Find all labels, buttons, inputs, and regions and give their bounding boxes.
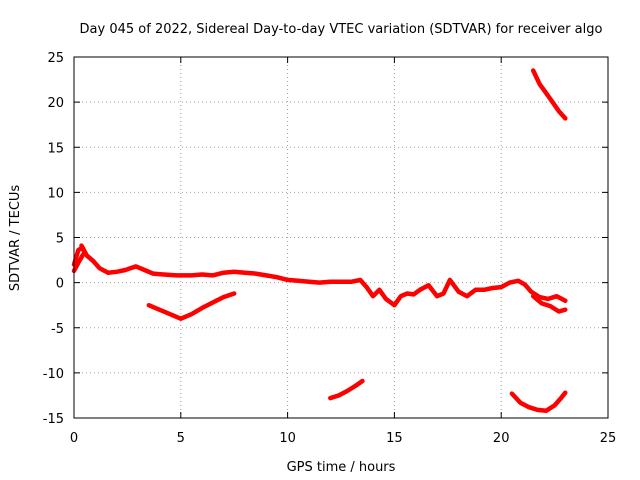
series-branch-low bbox=[530, 293, 568, 314]
x-tick-label: 20 bbox=[493, 431, 510, 446]
x-axis-label: GPS time / hours bbox=[287, 460, 396, 475]
axis-ticks: 0 5 10 15 20 25 -15 -10 -5 0 5 10 15 20 25 bbox=[43, 51, 617, 446]
y-tick-label: 10 bbox=[47, 186, 64, 201]
y-tick-label: 15 bbox=[47, 141, 64, 156]
x-tick-label: 0 bbox=[70, 431, 78, 446]
series-layer bbox=[71, 68, 568, 414]
series-mid-neg bbox=[328, 378, 365, 401]
x-tick-label: 25 bbox=[600, 431, 617, 446]
series-early-bump bbox=[71, 243, 87, 274]
series-late-high bbox=[530, 68, 568, 121]
y-tick-label: -15 bbox=[43, 412, 64, 427]
series-main bbox=[71, 245, 568, 308]
series-dip bbox=[146, 291, 237, 321]
x-tick-label: 10 bbox=[279, 431, 296, 446]
y-tick-label: -10 bbox=[43, 367, 64, 382]
series-late-neg bbox=[509, 390, 568, 414]
y-tick-label: 20 bbox=[47, 96, 64, 111]
chart-title: Day 045 of 2022, Sidereal Day-to-day VTE… bbox=[80, 22, 603, 37]
y-axis-label: SDTVAR / TECUs bbox=[8, 185, 23, 292]
grid bbox=[74, 57, 608, 418]
y-tick-label: 0 bbox=[56, 277, 64, 292]
x-tick-label: 15 bbox=[386, 431, 403, 446]
y-tick-label: -5 bbox=[51, 322, 64, 337]
x-tick-label: 5 bbox=[177, 431, 185, 446]
y-tick-label: 25 bbox=[47, 51, 64, 66]
y-tick-label: 5 bbox=[56, 232, 64, 247]
